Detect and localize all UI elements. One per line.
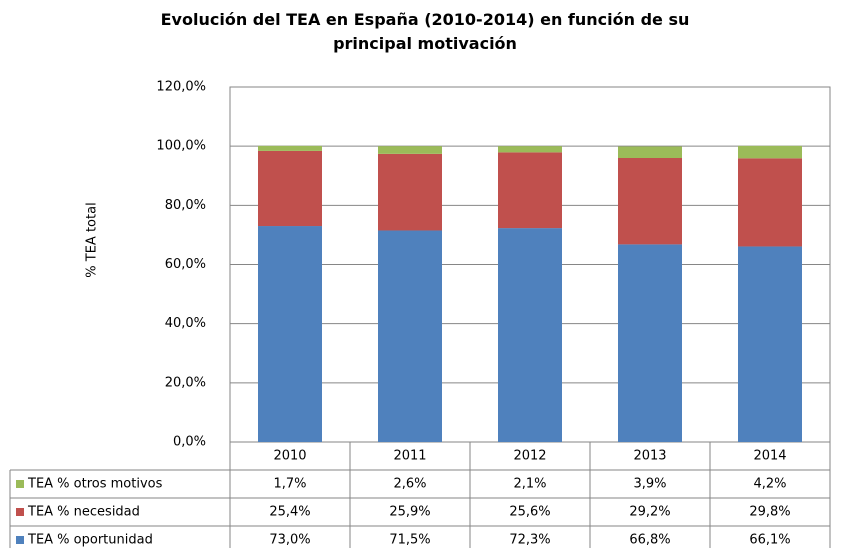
y-tick-label: 120,0% [156, 80, 206, 95]
x-tick-label: 2012 [513, 449, 546, 464]
data-label: 25,6% [509, 505, 550, 520]
x-tick-label: 2013 [633, 449, 666, 464]
y-tick-label: 80,0% [165, 198, 206, 213]
legend-label: TEA % oportunidad [27, 533, 153, 548]
bar-segment [378, 146, 442, 154]
x-tick-label: 2011 [393, 449, 426, 464]
bar-segment [258, 145, 322, 151]
x-tick-label: 2010 [273, 449, 306, 464]
bar-segment [378, 230, 442, 442]
data-label: 2,1% [513, 477, 546, 492]
legend-key [16, 536, 24, 544]
bar-segment [738, 158, 802, 247]
bar-segment [738, 145, 802, 159]
data-label: 3,9% [633, 477, 666, 492]
y-tick-label: 40,0% [165, 316, 206, 331]
bar-segment [258, 226, 322, 442]
data-label: 71,5% [389, 533, 430, 548]
legend-label: TEA % otros motivos [27, 477, 163, 492]
data-label: 73,0% [269, 533, 310, 548]
data-label: 29,8% [749, 505, 790, 520]
y-tick-label: 100,0% [156, 139, 206, 154]
bar-segment [738, 246, 802, 442]
bar-segment [618, 244, 682, 442]
legend-key [16, 480, 24, 488]
data-label: 1,7% [273, 477, 306, 492]
bar-segment [498, 146, 562, 153]
legend-key [16, 508, 24, 516]
data-label: 2,6% [393, 477, 426, 492]
data-label: 72,3% [509, 533, 550, 548]
bar-segment [618, 158, 682, 245]
bar-segment [258, 150, 322, 227]
bar-segment [498, 152, 562, 229]
y-tick-label: 0,0% [173, 435, 206, 450]
y-axis-label: % TEA total [85, 202, 100, 277]
y-tick-label: 20,0% [165, 375, 206, 390]
x-tick-label: 2014 [753, 449, 786, 464]
data-label: 25,9% [389, 505, 430, 520]
data-label: 66,1% [749, 533, 790, 548]
data-label: 4,2% [753, 477, 786, 492]
data-label: 29,2% [629, 505, 670, 520]
legend-label: TEA % necesidad [27, 505, 140, 520]
data-label: 66,8% [629, 533, 670, 548]
chart-title: Evolución del TEA en España (2010-2014) … [160, 10, 690, 53]
bar-segment [378, 153, 442, 231]
bar-segment [618, 146, 682, 158]
bar-segment [498, 228, 562, 442]
y-tick-label: 60,0% [165, 257, 206, 272]
data-label: 25,4% [269, 505, 310, 520]
